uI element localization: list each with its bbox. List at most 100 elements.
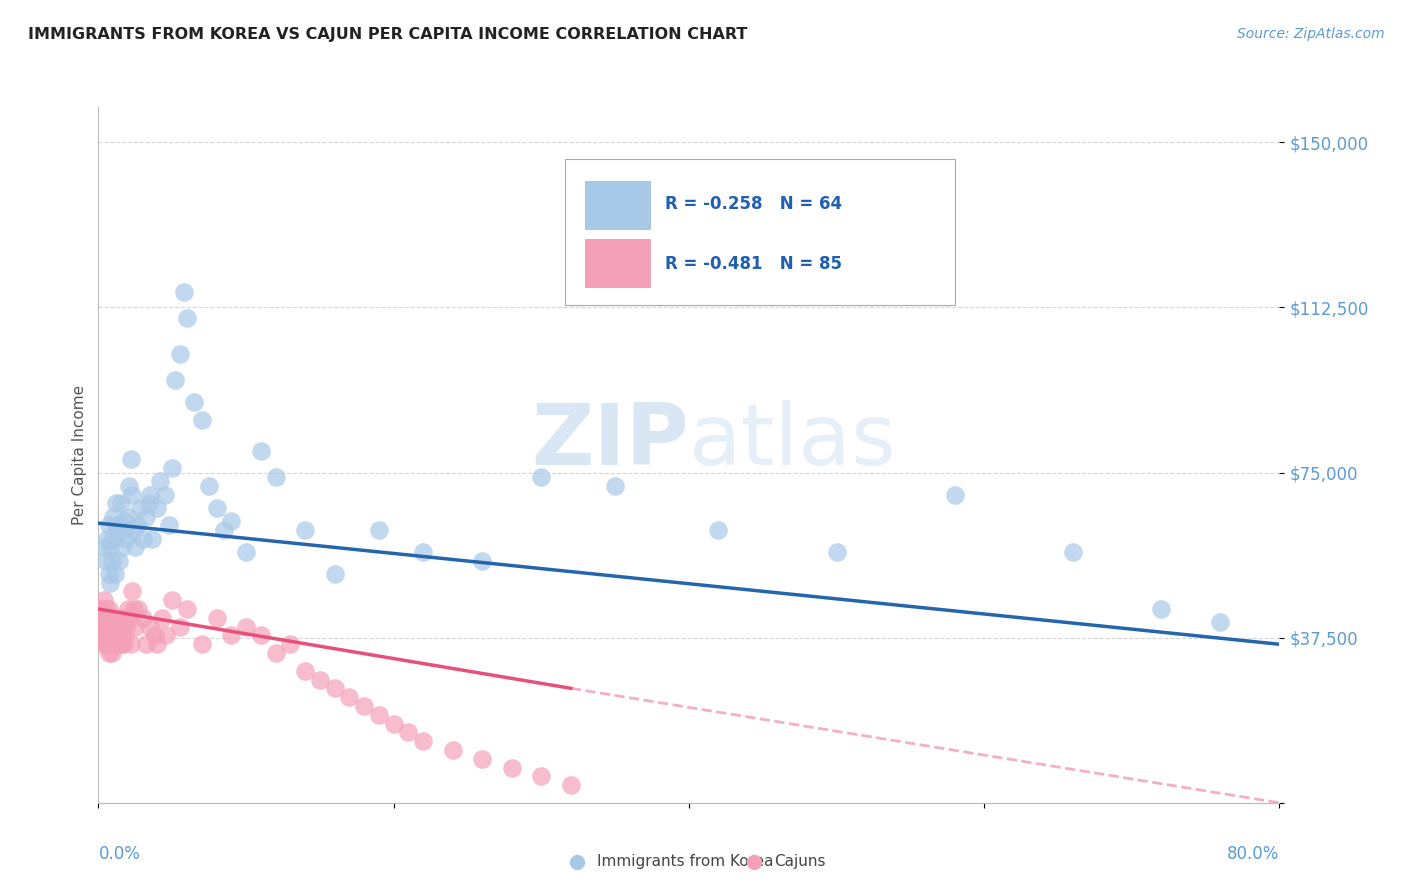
Point <box>117 602 139 616</box>
Point <box>155 628 177 642</box>
Point <box>97 637 120 651</box>
Point <box>121 487 143 501</box>
Point <box>205 611 228 625</box>
Point <box>501 761 523 775</box>
Point <box>219 514 242 528</box>
Point <box>139 620 162 634</box>
Point <box>250 443 273 458</box>
FancyBboxPatch shape <box>585 239 650 286</box>
Point <box>94 553 117 567</box>
Point <box>96 532 118 546</box>
Point <box>353 698 375 713</box>
Point <box>143 628 166 642</box>
Point <box>165 373 187 387</box>
Point <box>108 620 131 634</box>
Point <box>162 461 183 475</box>
Point <box>943 487 966 501</box>
Point <box>264 470 287 484</box>
Point <box>121 584 143 599</box>
Point <box>107 620 129 634</box>
Point <box>112 637 135 651</box>
Point <box>104 637 127 651</box>
Point <box>169 346 191 360</box>
Point <box>111 620 134 634</box>
Point <box>117 509 139 524</box>
Point <box>146 500 169 515</box>
Point <box>104 620 127 634</box>
Point <box>97 620 120 634</box>
Point <box>107 523 129 537</box>
Text: ZIP: ZIP <box>531 400 689 483</box>
Point <box>112 523 135 537</box>
Point <box>96 611 118 625</box>
Point <box>97 646 120 660</box>
Point <box>825 545 848 559</box>
Point <box>191 637 214 651</box>
Point <box>105 637 128 651</box>
Point <box>93 593 115 607</box>
Point <box>98 541 121 555</box>
Point <box>132 532 155 546</box>
Point <box>94 620 117 634</box>
Text: Immigrants from Korea: Immigrants from Korea <box>596 855 773 870</box>
Point <box>108 611 131 625</box>
Point <box>108 553 131 567</box>
Point <box>94 602 117 616</box>
Text: 0.0%: 0.0% <box>98 845 141 863</box>
Point <box>120 452 142 467</box>
Point <box>309 673 332 687</box>
Text: R = -0.258   N = 64: R = -0.258 N = 64 <box>665 195 842 213</box>
Point <box>191 413 214 427</box>
Point <box>97 602 120 616</box>
Point <box>105 496 128 510</box>
Point <box>162 593 183 607</box>
FancyBboxPatch shape <box>565 159 955 305</box>
Point <box>212 523 235 537</box>
Point <box>471 553 494 567</box>
Point <box>122 523 145 537</box>
Point <box>100 620 122 634</box>
Point <box>205 500 228 515</box>
Point <box>98 628 121 642</box>
Text: atlas: atlas <box>689 400 897 483</box>
Point <box>103 532 125 546</box>
Y-axis label: Per Capita Income: Per Capita Income <box>72 384 87 525</box>
Point <box>139 487 162 501</box>
Point <box>94 628 117 642</box>
Point <box>93 628 115 642</box>
Point <box>104 566 127 581</box>
Point <box>337 690 360 705</box>
Point <box>250 628 273 642</box>
Text: Cajuns: Cajuns <box>773 855 825 870</box>
Point <box>605 479 627 493</box>
Point <box>382 716 405 731</box>
Point <box>323 681 346 696</box>
Point <box>91 620 114 634</box>
Point <box>294 523 316 537</box>
Point <box>138 496 160 510</box>
Point <box>412 545 434 559</box>
Point <box>141 532 163 546</box>
Point <box>114 628 136 642</box>
Point <box>412 734 434 748</box>
Point <box>111 541 134 555</box>
Point <box>278 637 302 651</box>
Point <box>368 707 391 722</box>
Point <box>105 518 128 533</box>
Point <box>100 646 122 660</box>
Point <box>294 664 316 678</box>
Text: Source: ZipAtlas.com: Source: ZipAtlas.com <box>1237 27 1385 41</box>
Point <box>112 611 135 625</box>
Point <box>110 628 132 642</box>
Point <box>90 611 112 625</box>
Point <box>135 509 157 524</box>
Point <box>219 628 242 642</box>
Point <box>90 628 112 642</box>
Point <box>98 611 121 625</box>
Point <box>530 470 553 484</box>
Point <box>132 611 155 625</box>
Text: 80.0%: 80.0% <box>1227 845 1279 863</box>
Point <box>198 479 221 493</box>
Point <box>169 620 191 634</box>
Point <box>91 637 114 651</box>
